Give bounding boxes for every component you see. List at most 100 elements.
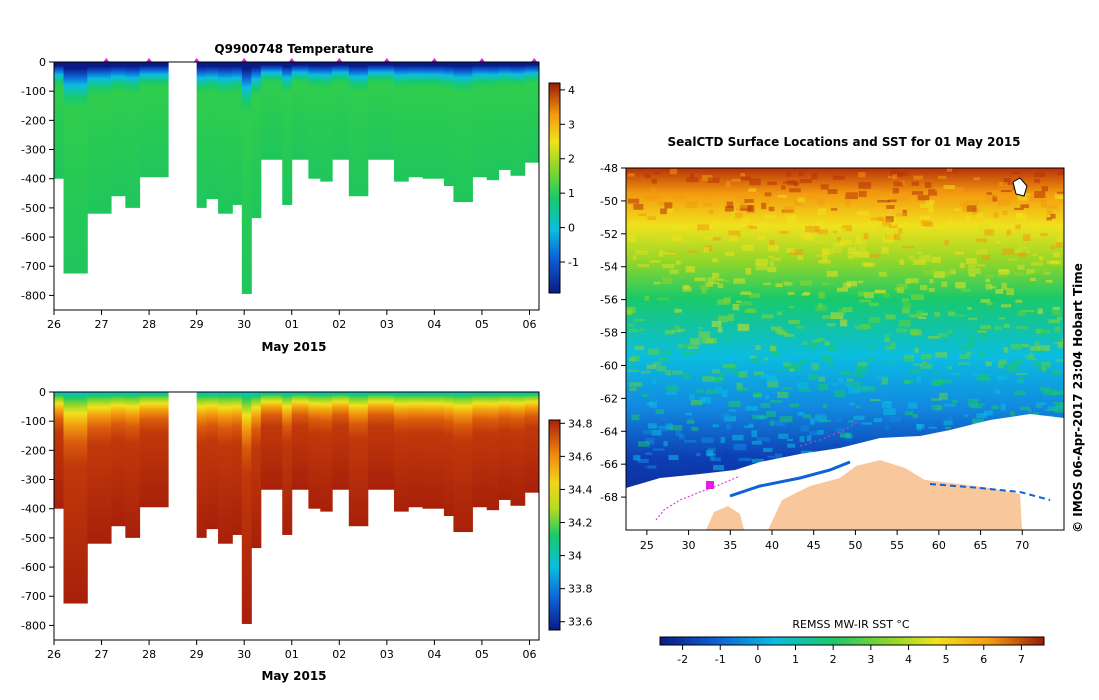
sst-patch <box>786 171 792 177</box>
sst-patch <box>735 225 743 228</box>
profile-column <box>422 62 445 179</box>
profile-column <box>510 392 526 506</box>
sst-patch <box>744 309 758 313</box>
sst-patch <box>951 372 963 376</box>
sst-patch <box>898 227 903 234</box>
profile-column <box>524 62 539 163</box>
sst-patch <box>783 206 795 213</box>
sst-patch <box>1019 406 1031 411</box>
sst-patch <box>966 205 977 212</box>
sst-patch <box>789 188 801 193</box>
profile-column <box>510 62 526 176</box>
sst-patch <box>841 225 852 232</box>
sst-patch <box>1030 278 1036 281</box>
sst-patch <box>796 325 805 329</box>
sst-patch <box>818 259 831 264</box>
sst-patch <box>1050 213 1056 219</box>
sst-patch <box>1029 352 1034 358</box>
sst-patch <box>902 298 910 302</box>
x-tick-label: 04 <box>427 648 441 661</box>
sst-patch <box>755 258 768 266</box>
sst-patch <box>927 335 940 339</box>
sst-patch <box>1036 402 1047 406</box>
sst-patch <box>916 423 925 429</box>
sst-patch <box>830 208 838 211</box>
sst-patch <box>1033 267 1046 273</box>
x-tick-label: 29 <box>190 648 204 661</box>
sst-patch <box>740 201 748 208</box>
sst-patch <box>870 254 880 259</box>
profile-column <box>87 62 112 214</box>
sst-patch <box>1014 390 1026 396</box>
sst-patch <box>676 260 681 265</box>
sst-patch <box>901 307 911 314</box>
sst-patch <box>766 411 776 417</box>
sst-patch <box>889 416 902 422</box>
sst-patch <box>778 433 789 439</box>
sst-patch <box>1009 411 1016 416</box>
sst-patch <box>712 368 720 374</box>
sst-patch <box>1038 256 1043 261</box>
temperature-x-ticks: 26 27 28 29 30 01 02 03 04 05 06 <box>47 310 536 331</box>
sst-patch <box>985 283 993 290</box>
profile-column <box>367 62 395 160</box>
sst-patch <box>909 314 923 318</box>
sst-patch <box>732 434 744 441</box>
sst-patch <box>695 452 701 457</box>
map-x-tick-label: 65 <box>974 539 988 552</box>
sst-patch <box>1050 245 1056 250</box>
sst-patch <box>859 299 872 303</box>
sst-patch <box>998 359 1008 365</box>
sst-patch <box>769 260 774 267</box>
sst-patch <box>650 260 661 263</box>
sst-patch <box>920 312 928 316</box>
x-tick-label: 28 <box>142 318 156 331</box>
sst-patch <box>685 266 695 273</box>
sst-patch <box>817 208 826 215</box>
sst-patch <box>717 327 723 333</box>
sst-patch <box>1051 309 1061 316</box>
x-tick-label: 05 <box>475 318 489 331</box>
colorbar-tick-label: 2 <box>568 153 575 166</box>
sst-patch <box>955 372 960 378</box>
salinity-y-ticks: 0 -100 -200 -300 -400 -500 -600 -700 -800 <box>21 386 54 632</box>
sst-patch <box>627 369 640 372</box>
sst-patch <box>628 329 639 333</box>
profile-column <box>291 62 309 160</box>
sst-patch <box>764 192 772 197</box>
sst-patch <box>975 403 986 406</box>
sst-patch <box>733 278 746 284</box>
sst-patch <box>627 198 640 204</box>
sst-patch <box>1017 310 1026 316</box>
sst-patch <box>1050 260 1062 265</box>
sst-patch <box>724 206 734 212</box>
x-tick-label: 27 <box>95 648 109 661</box>
sst-patch <box>674 308 679 314</box>
sst-patch <box>644 295 650 301</box>
sst-patch <box>735 211 743 219</box>
sst-patch <box>836 418 842 423</box>
sst-patch <box>1061 338 1064 344</box>
sst-patch <box>855 386 866 392</box>
sst-patch <box>788 319 800 325</box>
sst-patch <box>717 299 731 305</box>
sst-patch <box>800 425 810 432</box>
sst-patch <box>1045 408 1057 412</box>
sst-patch <box>723 448 729 456</box>
sst-patch <box>854 366 867 374</box>
sst-patch <box>1006 288 1015 296</box>
sst-patch <box>931 256 941 264</box>
sst-patch <box>820 184 829 190</box>
colorbar-tick-label: 34.4 <box>568 483 593 496</box>
sst-patch <box>653 171 660 175</box>
sst-patch <box>794 200 803 206</box>
sst-patch <box>959 202 970 207</box>
sst-patch <box>887 360 894 364</box>
sst-patch <box>855 405 861 409</box>
sst-patch <box>958 362 971 365</box>
sst-patch <box>715 386 723 394</box>
sst-patch <box>644 196 657 199</box>
sst-patch <box>666 385 679 392</box>
sst-patch <box>840 319 848 327</box>
sst-patch <box>705 236 713 240</box>
